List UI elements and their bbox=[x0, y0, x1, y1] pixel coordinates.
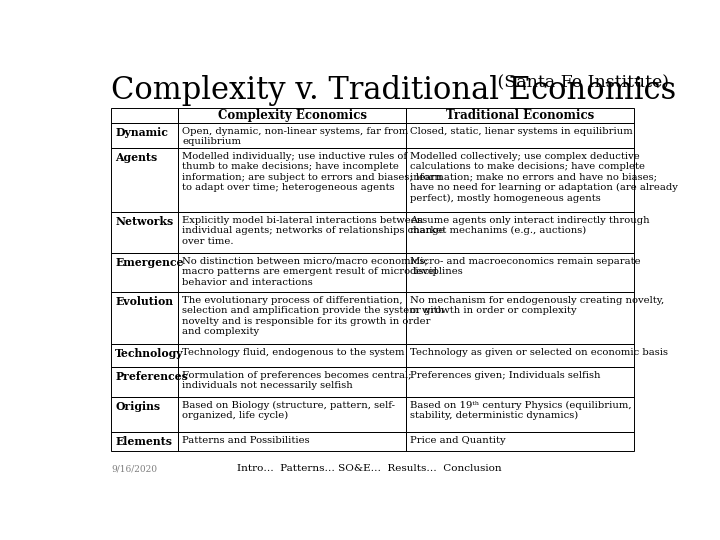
Text: Technology: Technology bbox=[115, 348, 184, 359]
Bar bbox=[178, 124, 406, 149]
Text: Closed, static, lienar systems in equilibrium: Closed, static, lienar systems in equili… bbox=[410, 127, 633, 136]
Text: Preferences: Preferences bbox=[115, 371, 188, 382]
Text: Open, dynamic, non-linear systems, far from
equilibrium: Open, dynamic, non-linear systems, far f… bbox=[182, 127, 408, 146]
Bar bbox=[111, 345, 178, 368]
Text: Elements: Elements bbox=[115, 436, 172, 447]
Bar bbox=[406, 368, 634, 397]
Text: (Santa Fe Institute): (Santa Fe Institute) bbox=[492, 75, 670, 91]
Text: Preferences given; Individuals selfish: Preferences given; Individuals selfish bbox=[410, 371, 600, 380]
Bar bbox=[111, 368, 178, 397]
Bar bbox=[111, 433, 178, 451]
Text: Assume agents only interact indirectly through
market mechanims (e.g., auctions): Assume agents only interact indirectly t… bbox=[410, 216, 649, 235]
Bar bbox=[406, 109, 634, 124]
Bar bbox=[111, 253, 178, 293]
Bar bbox=[178, 109, 406, 124]
Bar bbox=[406, 212, 634, 253]
Bar bbox=[406, 433, 634, 451]
Text: Modelled collectively; use complex deductive
calculations to make decisions; hav: Modelled collectively; use complex deduc… bbox=[410, 152, 678, 202]
Text: Intro…  Patterns… SO&E…  Results…  Conclusion: Intro… Patterns… SO&E… Results… Conclusi… bbox=[237, 464, 501, 473]
Bar bbox=[178, 293, 406, 345]
Bar bbox=[178, 212, 406, 253]
Text: No distinction between micro/macro economics;
macro patterns are emergent result: No distinction between micro/macro econo… bbox=[182, 257, 437, 287]
Text: Based on 19ᵗʰ century Physics (equilibrium,
stability, deterministic dynamics): Based on 19ᵗʰ century Physics (equilibri… bbox=[410, 401, 631, 421]
Bar bbox=[111, 124, 178, 149]
Text: Evolution: Evolution bbox=[115, 296, 173, 307]
Bar bbox=[111, 293, 178, 345]
Text: Price and Quantity: Price and Quantity bbox=[410, 436, 505, 445]
Text: Modelled individually; use inductive rules of
thumb to make decisions; have inco: Modelled individually; use inductive rul… bbox=[182, 152, 442, 192]
Text: Networks: Networks bbox=[115, 216, 174, 227]
Bar bbox=[111, 109, 178, 124]
Text: Technology fluid, endogenous to the system: Technology fluid, endogenous to the syst… bbox=[182, 348, 405, 357]
Bar bbox=[178, 397, 406, 433]
Text: Complexity Economics: Complexity Economics bbox=[217, 110, 366, 123]
Text: 9/16/2020: 9/16/2020 bbox=[111, 464, 157, 473]
Text: Agents: Agents bbox=[115, 152, 158, 163]
Bar bbox=[111, 148, 178, 212]
Text: Dynamic: Dynamic bbox=[115, 127, 168, 138]
Bar bbox=[111, 397, 178, 433]
Bar bbox=[178, 368, 406, 397]
Text: Micro- and macroeconomics remain separate
disciplines: Micro- and macroeconomics remain separat… bbox=[410, 257, 641, 276]
Text: Formulation of preferences becomes central;
individuals not necessarily selfish: Formulation of preferences becomes centr… bbox=[182, 371, 412, 390]
Text: Patterns and Possibilities: Patterns and Possibilities bbox=[182, 436, 310, 445]
Bar bbox=[406, 124, 634, 149]
Bar bbox=[406, 293, 634, 345]
Bar bbox=[406, 253, 634, 293]
Text: Technology as given or selected on economic basis: Technology as given or selected on econo… bbox=[410, 348, 668, 357]
Text: Complexity v. Traditional Economics: Complexity v. Traditional Economics bbox=[111, 75, 677, 106]
Bar bbox=[178, 345, 406, 368]
Bar bbox=[178, 253, 406, 293]
Bar bbox=[406, 148, 634, 212]
Text: Origins: Origins bbox=[115, 401, 161, 412]
Bar bbox=[406, 397, 634, 433]
Text: Based on Biology (structure, pattern, self-
organized, life cycle): Based on Biology (structure, pattern, se… bbox=[182, 401, 395, 421]
Bar bbox=[111, 212, 178, 253]
Bar bbox=[178, 148, 406, 212]
Text: No mechanism for endogenously creating novelty,
or growth in order or complexity: No mechanism for endogenously creating n… bbox=[410, 296, 665, 315]
Bar bbox=[406, 345, 634, 368]
Bar bbox=[178, 433, 406, 451]
Text: Explicitly model bi-lateral interactions between
individual agents; networks of : Explicitly model bi-lateral interactions… bbox=[182, 216, 445, 246]
Text: Traditional Economics: Traditional Economics bbox=[446, 110, 594, 123]
Text: Emergence: Emergence bbox=[115, 257, 184, 268]
Text: The evolutionary process of differentiation,
selection and amplification provide: The evolutionary process of differentiat… bbox=[182, 296, 444, 336]
